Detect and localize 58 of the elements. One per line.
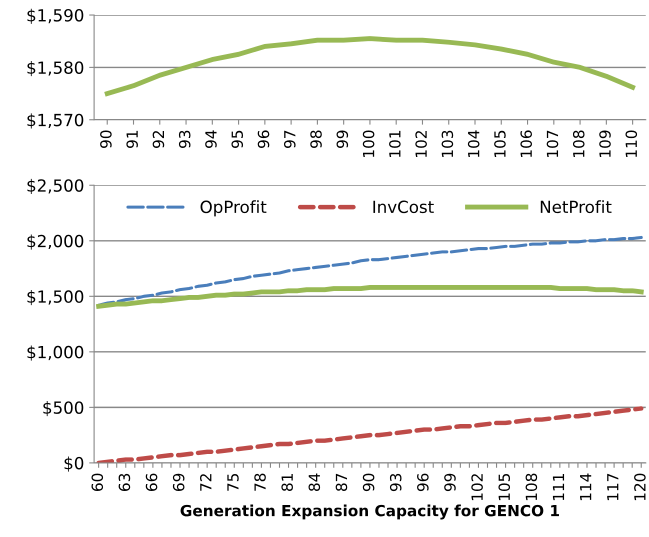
line-series xyxy=(97,236,643,307)
x-tick-label: 108 xyxy=(572,130,585,157)
x-tick-label: 98 xyxy=(310,130,322,148)
x-tick-label: 93 xyxy=(390,474,402,492)
x-tick-label: 107 xyxy=(546,130,558,157)
x-tick-label: 104 xyxy=(468,130,480,157)
x-tick-label: 106 xyxy=(520,130,532,157)
x-tick-label: 60 xyxy=(92,474,104,491)
x-tick-label: 100 xyxy=(362,130,374,157)
x-tick-label: 75 xyxy=(227,474,239,491)
x-tick-label: 103 xyxy=(442,130,454,157)
x-tick-label: 102 xyxy=(415,131,427,157)
x-tick-label: 109 xyxy=(599,130,611,157)
x-tick-label: 101 xyxy=(389,130,401,157)
y-tick-label: $500 xyxy=(43,401,84,416)
x-tick-label: 97 xyxy=(284,130,296,148)
x-tick-label: 91 xyxy=(126,130,138,148)
x-axis-title: Generation Expansion Capacity for GENCO 1 xyxy=(180,504,559,520)
x-tick-label: 117 xyxy=(607,474,618,500)
x-tick-label: 63 xyxy=(118,474,130,491)
y-tick-label: $2,000 xyxy=(27,234,84,250)
x-tick-label: 78 xyxy=(254,474,266,491)
x-tick-label: 102 xyxy=(471,474,483,500)
y-tick-label: $0 xyxy=(64,456,84,472)
y-tick-label: $1,580 xyxy=(27,61,84,76)
x-tick-label: 105 xyxy=(498,474,510,500)
y-tick-label: $1,590 xyxy=(27,8,84,24)
legend-label: NetProfit xyxy=(540,200,612,214)
x-tick-label: 110 xyxy=(625,130,638,157)
x-tick-label: 94 xyxy=(205,130,217,148)
x-tick-label: 99 xyxy=(336,130,348,148)
x-tick-label: 72 xyxy=(200,474,212,491)
x-tick-label: 90 xyxy=(362,474,374,492)
legend-label: OpProfit xyxy=(200,200,266,216)
x-tick-label: 69 xyxy=(172,474,184,491)
line-series xyxy=(104,36,636,96)
legend-label: InvCost xyxy=(373,200,434,214)
y-tick-label: $2,500 xyxy=(27,178,84,194)
x-tick-label: 84 xyxy=(308,473,320,492)
x-tick-label: 95 xyxy=(231,130,244,148)
x-tick-label: 66 xyxy=(146,474,158,491)
x-tick-label: 96 xyxy=(258,130,270,148)
x-tick-label: 99 xyxy=(444,474,456,492)
y-tick-label: $1,000 xyxy=(27,346,84,361)
x-tick-label: 87 xyxy=(336,474,348,492)
x-tick-label: 105 xyxy=(494,130,506,157)
x-tick-label: 93 xyxy=(178,130,190,148)
x-tick-label: 120 xyxy=(634,474,646,500)
line-series xyxy=(96,406,644,463)
x-tick-label: 114 xyxy=(580,473,592,500)
x-tick-label: 108 xyxy=(526,474,538,500)
x-tick-label: 81 xyxy=(281,474,293,492)
x-tick-label: 90 xyxy=(100,130,112,148)
x-tick-label: 111 xyxy=(552,474,564,500)
x-tick-label: 92 xyxy=(152,131,164,148)
y-tick-label: $1,570 xyxy=(27,113,84,129)
x-tick-label: 96 xyxy=(417,474,429,492)
y-tick-label: $1,500 xyxy=(27,290,84,306)
